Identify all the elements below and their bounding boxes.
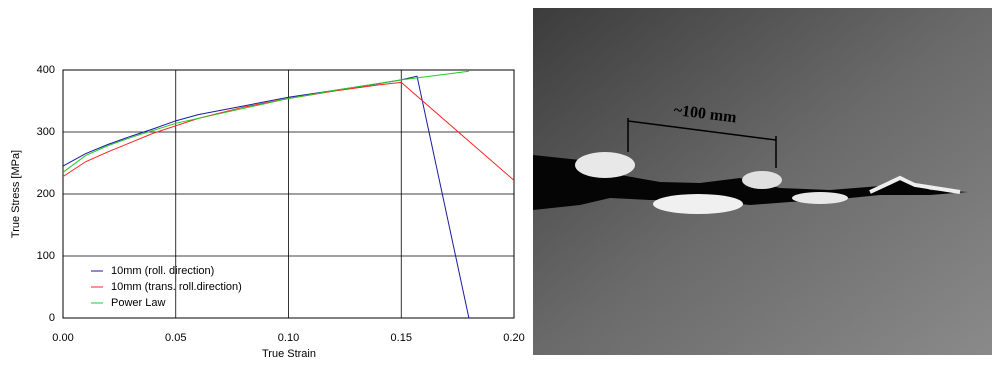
x-axis-label: True Strain	[262, 348, 316, 360]
fracture-lip	[653, 194, 743, 214]
y-tick-label: 0	[49, 312, 55, 324]
x-tick-label: 0.10	[278, 332, 299, 344]
y-tick-label: 200	[37, 188, 55, 200]
fracture-lip	[742, 171, 782, 189]
x-tick-label: 0.20	[503, 332, 524, 344]
photo: ~100 mm	[533, 8, 992, 355]
x-tick-label: 0.00	[52, 332, 73, 344]
fracture-lip	[575, 152, 635, 178]
fracture-lip	[792, 192, 848, 204]
y-tick-label: 400	[37, 64, 55, 76]
y-tick-label: 100	[37, 250, 55, 262]
x-tick-label: 0.05	[165, 332, 186, 344]
y-tick-label: 300	[37, 126, 55, 138]
y-axis-label: True Stress [MPa]	[10, 150, 22, 238]
legend-label: 10mm (roll. direction)	[111, 265, 214, 277]
legend-label: 10mm (trans. roll.direction)	[111, 281, 242, 293]
legend-label: Power Law	[111, 297, 165, 309]
series-line	[62, 70, 469, 173]
dimension-line	[627, 120, 777, 141]
crack-edge	[869, 175, 961, 194]
x-tick-label: 0.15	[391, 332, 412, 344]
